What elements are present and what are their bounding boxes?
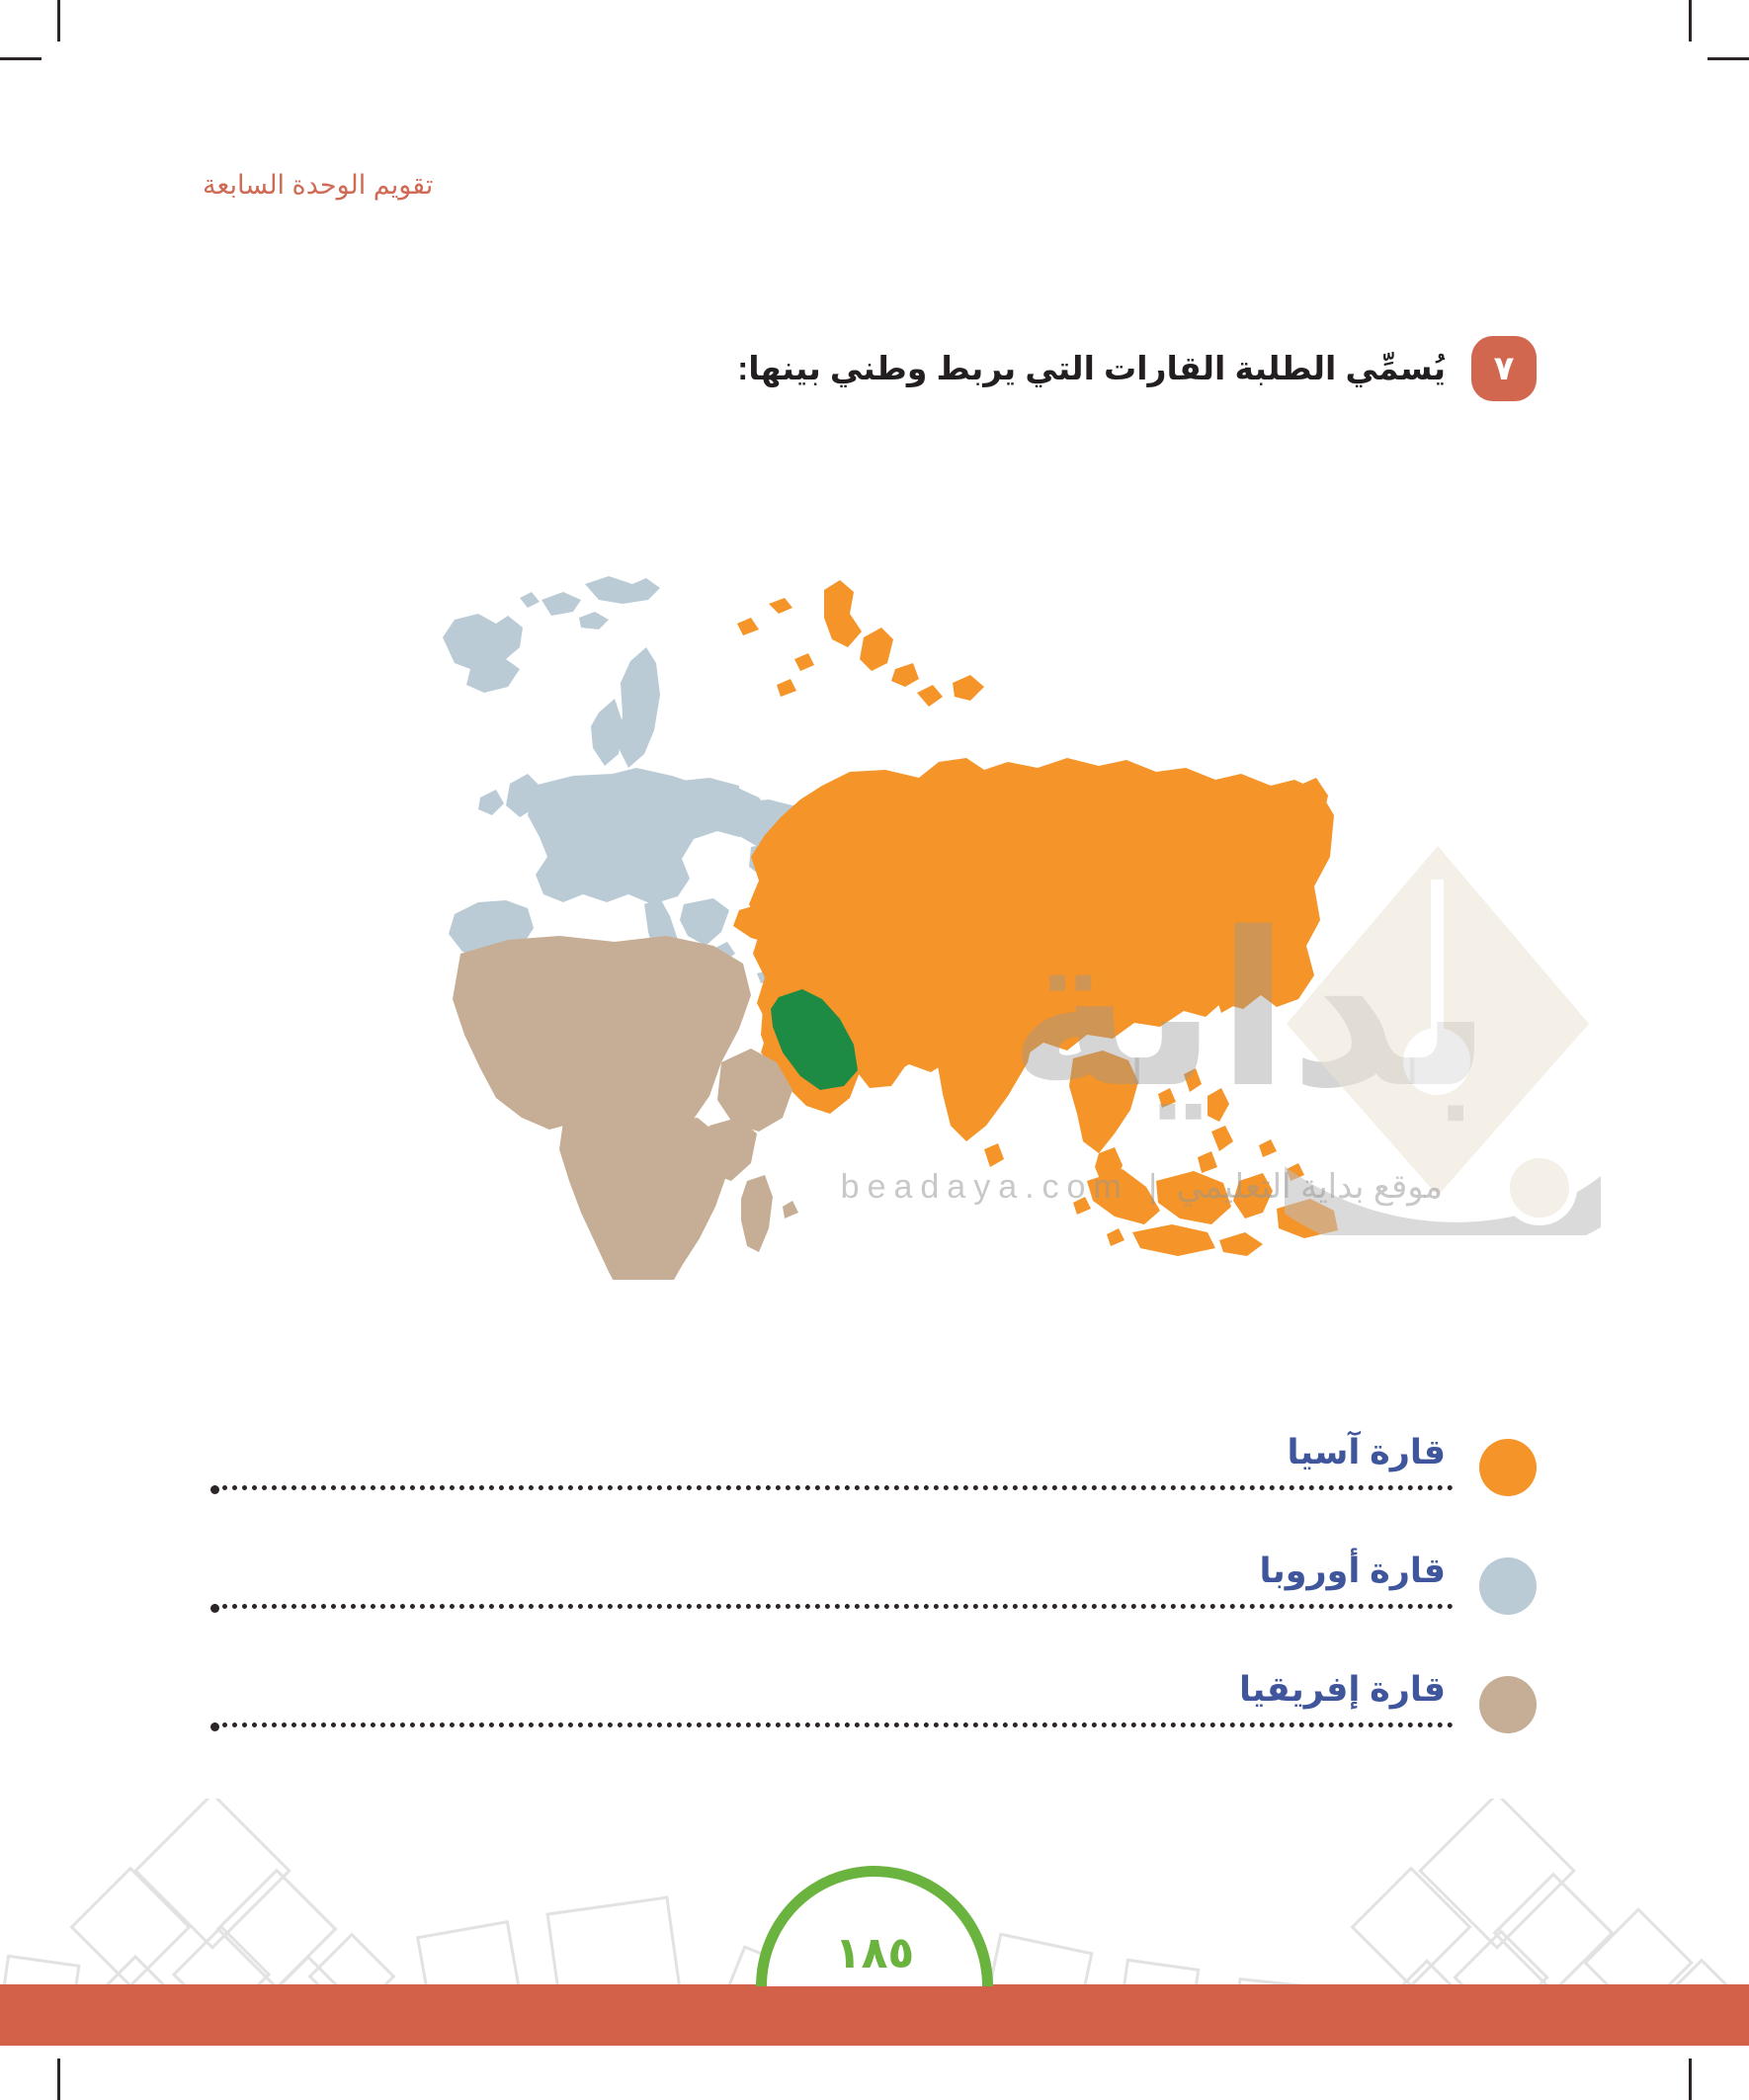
crop-mark-top-left-horizontal	[0, 57, 42, 60]
answer-row: قارة إفريقيا	[210, 1670, 1537, 1789]
answers-list: قارة آسيا قارة أوروبا قارة إفريقيا	[210, 1433, 1537, 1789]
question-number-badge: ٧	[1471, 336, 1537, 401]
question-7: ٧ يُسمِّي الطلبة القارات التي يربط وطني …	[737, 336, 1537, 401]
map-region-saudi-arabia	[771, 989, 858, 1090]
answer-dotted-line[interactable]	[210, 1603, 1454, 1613]
answer-dotted-line[interactable]	[210, 1722, 1454, 1731]
color-swatch-africa	[1479, 1676, 1537, 1733]
answer-row: قارة أوروبا	[210, 1552, 1537, 1670]
color-swatch-asia	[1479, 1439, 1537, 1496]
map-region-africa	[453, 936, 798, 1280]
page-number: ١٨٥	[834, 1929, 915, 1977]
footer-decorative-pattern	[0, 1799, 1749, 1986]
running-head: تقويم الوحدة السابعة	[0, 170, 484, 201]
crop-mark-bottom-right-vertical	[1689, 2058, 1692, 2100]
running-head-text: تقويم الوحدة السابعة	[203, 170, 434, 200]
footer-bar	[0, 1984, 1749, 2046]
answer-label: قارة أوروبا	[1259, 1552, 1446, 1590]
question-prompt-text: يُسمِّي الطلبة القارات التي يربط وطني بي…	[737, 349, 1446, 386]
answer-label: قارة إفريقيا	[1238, 1670, 1446, 1709]
color-swatch-europe	[1479, 1557, 1537, 1615]
map-region-asia	[733, 580, 1338, 1256]
crop-mark-top-right-vertical	[1689, 0, 1692, 42]
answer-label: قارة آسيا	[1287, 1433, 1446, 1471]
crop-mark-top-left-vertical	[57, 0, 60, 42]
answer-row: قارة آسيا	[210, 1433, 1537, 1552]
map-region-europe	[443, 576, 858, 985]
crop-mark-top-right-horizontal	[1707, 57, 1749, 60]
crop-mark-bottom-left-vertical	[57, 2058, 60, 2100]
answer-dotted-line[interactable]	[210, 1484, 1454, 1494]
world-map-figure	[425, 489, 1344, 1280]
